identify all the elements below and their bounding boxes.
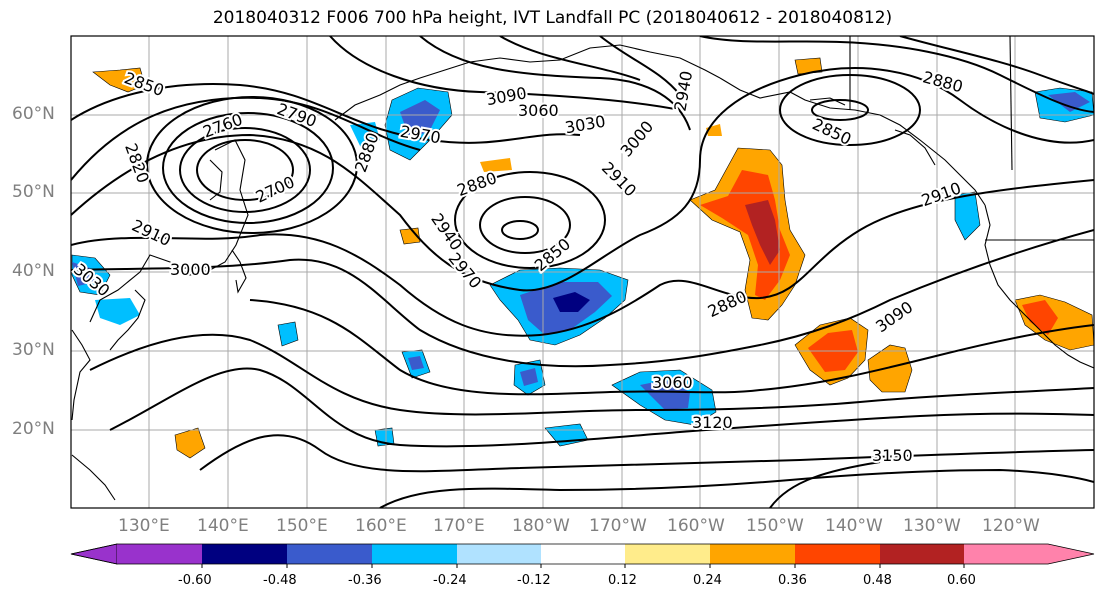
lon-label-160w: 160°W	[667, 516, 725, 536]
map-title: 2018040312 F006 700 hPa height, IVT Land…	[212, 8, 893, 28]
graticule	[71, 36, 1094, 508]
colorbar	[70, 543, 1095, 568]
colorbar-high-extension	[964, 544, 1094, 564]
colorbar-swatch	[880, 544, 964, 564]
lat-label-60n: 60°N	[12, 104, 55, 124]
contour-label: 3150	[872, 446, 913, 465]
lat-label-50n: 50°N	[12, 182, 55, 202]
lat-label-30n: 30°N	[12, 340, 55, 360]
contour-label: 3060	[518, 101, 559, 120]
colorbar-tick-label: -0.60	[178, 573, 212, 588]
contour-label: 3120	[692, 413, 733, 432]
colorbar-low-extension	[70, 543, 118, 565]
positive-anomaly-shading	[92, 57, 1094, 459]
lon-label-160e: 160°E	[355, 516, 407, 536]
map-frame	[70, 35, 1095, 509]
contour-label: 3060	[652, 373, 693, 392]
colorbar-swatch	[202, 544, 287, 564]
lon-label-140w: 140°W	[825, 516, 883, 536]
lon-label-130e: 130°E	[118, 516, 170, 536]
contour-label: 3000	[170, 260, 211, 279]
lon-label-130w: 130°W	[903, 516, 961, 536]
coastlines	[71, 36, 1094, 501]
colorbar-tick-label: -0.48	[263, 573, 297, 588]
lon-label-150e: 150°E	[276, 516, 328, 536]
colorbar-swatch	[625, 544, 710, 564]
lon-label-140e: 140°E	[197, 516, 249, 536]
colorbar-swatch	[795, 544, 880, 564]
lon-label-120w: 120°W	[982, 516, 1040, 536]
lat-label-40n: 40°N	[12, 261, 55, 281]
lat-label-20n: 20°N	[12, 419, 55, 439]
lon-label-180w: 180°W	[512, 516, 570, 536]
colorbar-tick-label: 0.24	[693, 573, 722, 588]
colorbar-tick-label: -0.36	[348, 573, 382, 588]
lon-label-150w: 150°W	[746, 516, 804, 536]
colorbar-tick-label: -0.24	[433, 573, 467, 588]
lon-label-170w: 170°W	[589, 516, 647, 536]
colorbar-swatch	[117, 544, 202, 564]
colorbar-swatch	[710, 544, 795, 564]
colorbar-tick-label: 0.48	[863, 573, 892, 588]
colorbar-tick-label: 0.60	[947, 573, 976, 588]
height-contours	[71, 36, 1094, 508]
colorbar-tick-label: -0.12	[517, 573, 551, 588]
colorbar-tick-label: 0.36	[778, 573, 807, 588]
colorbar-swatch	[372, 544, 457, 564]
colorbar-swatch	[287, 544, 372, 564]
colorbar-swatch	[541, 544, 625, 564]
lon-label-170e: 170°E	[433, 516, 485, 536]
colorbar-swatch	[457, 544, 541, 564]
colorbar-tick-label: 0.12	[608, 573, 637, 588]
